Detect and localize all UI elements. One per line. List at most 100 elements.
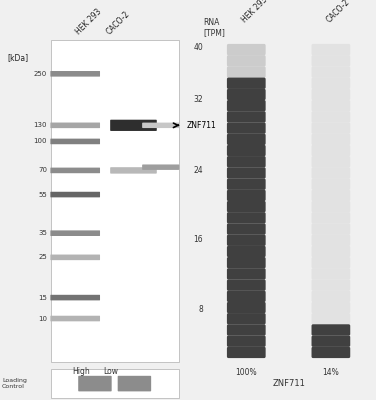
FancyBboxPatch shape	[311, 246, 350, 257]
FancyBboxPatch shape	[311, 167, 350, 179]
FancyBboxPatch shape	[311, 111, 350, 122]
FancyBboxPatch shape	[311, 78, 350, 89]
Text: 10: 10	[38, 316, 47, 322]
FancyBboxPatch shape	[311, 280, 350, 291]
FancyBboxPatch shape	[227, 44, 265, 55]
FancyBboxPatch shape	[227, 55, 265, 66]
FancyBboxPatch shape	[50, 71, 100, 77]
Text: ZNF711: ZNF711	[272, 379, 305, 388]
FancyBboxPatch shape	[110, 120, 157, 131]
FancyBboxPatch shape	[227, 291, 265, 302]
FancyBboxPatch shape	[311, 268, 350, 280]
FancyBboxPatch shape	[311, 44, 350, 55]
FancyBboxPatch shape	[311, 89, 350, 100]
FancyBboxPatch shape	[50, 316, 100, 321]
FancyBboxPatch shape	[227, 302, 265, 313]
FancyBboxPatch shape	[227, 201, 265, 212]
FancyBboxPatch shape	[227, 100, 265, 111]
FancyBboxPatch shape	[311, 134, 350, 145]
FancyBboxPatch shape	[110, 167, 157, 174]
FancyBboxPatch shape	[142, 122, 179, 128]
FancyBboxPatch shape	[227, 66, 265, 78]
FancyBboxPatch shape	[78, 376, 112, 391]
FancyBboxPatch shape	[311, 55, 350, 66]
FancyBboxPatch shape	[50, 295, 100, 300]
FancyBboxPatch shape	[227, 280, 265, 291]
FancyBboxPatch shape	[227, 212, 265, 224]
FancyBboxPatch shape	[311, 313, 350, 324]
FancyBboxPatch shape	[311, 122, 350, 134]
FancyBboxPatch shape	[227, 134, 265, 145]
Text: 100%: 100%	[235, 368, 257, 377]
FancyBboxPatch shape	[311, 336, 350, 347]
Text: High: High	[72, 367, 90, 376]
FancyBboxPatch shape	[311, 201, 350, 212]
Text: 70: 70	[38, 168, 47, 174]
FancyBboxPatch shape	[311, 66, 350, 78]
FancyBboxPatch shape	[50, 139, 100, 144]
FancyBboxPatch shape	[311, 347, 350, 358]
FancyBboxPatch shape	[118, 376, 151, 391]
FancyBboxPatch shape	[227, 347, 265, 358]
FancyBboxPatch shape	[227, 324, 265, 336]
FancyBboxPatch shape	[311, 291, 350, 302]
Text: 130: 130	[33, 122, 47, 128]
Text: 14%: 14%	[323, 368, 339, 377]
FancyBboxPatch shape	[311, 145, 350, 156]
Text: HEK 293: HEK 293	[74, 7, 104, 36]
FancyBboxPatch shape	[227, 246, 265, 257]
FancyBboxPatch shape	[50, 168, 100, 173]
Text: Low: Low	[103, 367, 118, 376]
FancyBboxPatch shape	[227, 111, 265, 122]
FancyBboxPatch shape	[311, 324, 350, 336]
FancyBboxPatch shape	[311, 212, 350, 224]
FancyBboxPatch shape	[227, 234, 265, 246]
FancyBboxPatch shape	[227, 257, 265, 268]
FancyBboxPatch shape	[227, 313, 265, 324]
Text: [kDa]: [kDa]	[8, 53, 29, 62]
FancyBboxPatch shape	[51, 369, 179, 398]
Text: RNA
[TPM]: RNA [TPM]	[203, 18, 225, 37]
FancyBboxPatch shape	[227, 122, 265, 134]
FancyBboxPatch shape	[227, 223, 265, 235]
FancyBboxPatch shape	[227, 336, 265, 347]
FancyBboxPatch shape	[142, 164, 179, 170]
FancyBboxPatch shape	[227, 89, 265, 100]
FancyBboxPatch shape	[50, 122, 100, 128]
FancyBboxPatch shape	[311, 234, 350, 246]
FancyBboxPatch shape	[227, 156, 265, 168]
FancyBboxPatch shape	[50, 230, 100, 236]
Text: 100: 100	[33, 138, 47, 144]
Text: 250: 250	[34, 71, 47, 77]
FancyBboxPatch shape	[227, 268, 265, 280]
Text: 32: 32	[193, 96, 203, 104]
FancyBboxPatch shape	[227, 145, 265, 156]
Text: CACO-2: CACO-2	[105, 9, 132, 36]
FancyBboxPatch shape	[311, 178, 350, 190]
FancyBboxPatch shape	[311, 257, 350, 268]
FancyBboxPatch shape	[311, 100, 350, 111]
FancyBboxPatch shape	[311, 223, 350, 235]
Text: 55: 55	[38, 192, 47, 198]
FancyBboxPatch shape	[311, 156, 350, 168]
FancyBboxPatch shape	[50, 254, 100, 260]
FancyBboxPatch shape	[51, 40, 179, 362]
Text: 25: 25	[38, 254, 47, 260]
Text: 35: 35	[38, 230, 47, 236]
Text: HEK 293: HEK 293	[240, 0, 269, 24]
Text: 8: 8	[198, 306, 203, 314]
Text: 16: 16	[193, 236, 203, 244]
FancyBboxPatch shape	[227, 167, 265, 179]
Text: 15: 15	[38, 294, 47, 301]
FancyBboxPatch shape	[227, 190, 265, 201]
Text: 24: 24	[193, 166, 203, 174]
Text: CACO-2: CACO-2	[324, 0, 352, 24]
FancyBboxPatch shape	[227, 178, 265, 190]
FancyBboxPatch shape	[311, 190, 350, 201]
FancyBboxPatch shape	[227, 78, 265, 89]
FancyBboxPatch shape	[50, 192, 100, 197]
Text: Loading
Control: Loading Control	[2, 378, 27, 389]
Text: 40: 40	[193, 44, 203, 52]
Text: ZNF711: ZNF711	[187, 121, 217, 130]
FancyBboxPatch shape	[311, 302, 350, 313]
